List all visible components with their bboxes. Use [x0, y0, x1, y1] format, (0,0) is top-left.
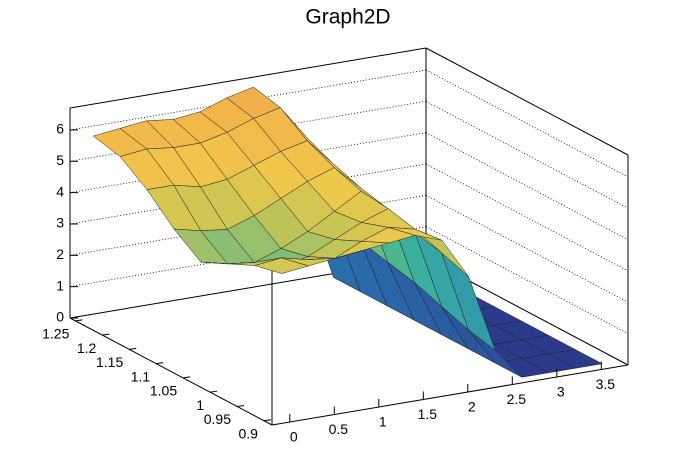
z-tick-label: 2	[56, 246, 64, 262]
y-tick	[183, 376, 191, 379]
grid-line	[425, 257, 629, 366]
z-tick-label: 6	[56, 121, 64, 137]
y-tick-label: 1.05	[150, 383, 177, 399]
grid-line	[425, 100, 629, 209]
x-tick-label: 1.5	[418, 406, 438, 422]
box-edge	[69, 47, 427, 109]
z-tick-label: 4	[56, 183, 64, 199]
grid-line	[425, 69, 629, 178]
z-tick-label: 3	[56, 215, 64, 231]
box-edge	[425, 47, 629, 156]
x-tick-label: 2	[468, 399, 476, 415]
y-tick-label: 1.2	[77, 340, 97, 356]
y-tick	[156, 362, 164, 365]
y-tick	[102, 333, 110, 336]
x-tick-label: 3.5	[596, 376, 616, 392]
y-tick-label: 0.9	[238, 425, 258, 441]
y-tick-label: 1	[196, 397, 204, 413]
grid-line	[425, 226, 629, 335]
grid-line	[425, 194, 629, 303]
chart-title: Graph2D	[305, 6, 390, 29]
z-tick-label: 5	[56, 152, 64, 168]
y-tick	[129, 347, 137, 350]
grid-line	[425, 132, 629, 240]
grid-line	[425, 163, 629, 272]
y-tick-label: 1.15	[96, 354, 123, 370]
z-tick-label: 1	[56, 277, 64, 293]
y-tick	[75, 319, 83, 322]
x-tick-label: 3	[557, 384, 565, 400]
x-axis	[271, 364, 629, 426]
surface-cell	[253, 257, 310, 274]
y-tick-label: 1.25	[42, 326, 69, 342]
x-tick-label: 1	[379, 414, 387, 430]
x-tick-label: 0	[290, 429, 298, 445]
x-tick-label: 2.5	[507, 391, 527, 407]
z-tick-label: 0	[56, 309, 64, 325]
y-tick	[236, 404, 245, 407]
x-tick-label: 0.5	[329, 421, 349, 437]
y-tick	[263, 419, 271, 422]
y-tick	[209, 390, 218, 393]
y-tick-label: 0.95	[204, 411, 231, 427]
y-tick-label: 1.1	[131, 368, 151, 384]
y-axis	[69, 317, 273, 426]
